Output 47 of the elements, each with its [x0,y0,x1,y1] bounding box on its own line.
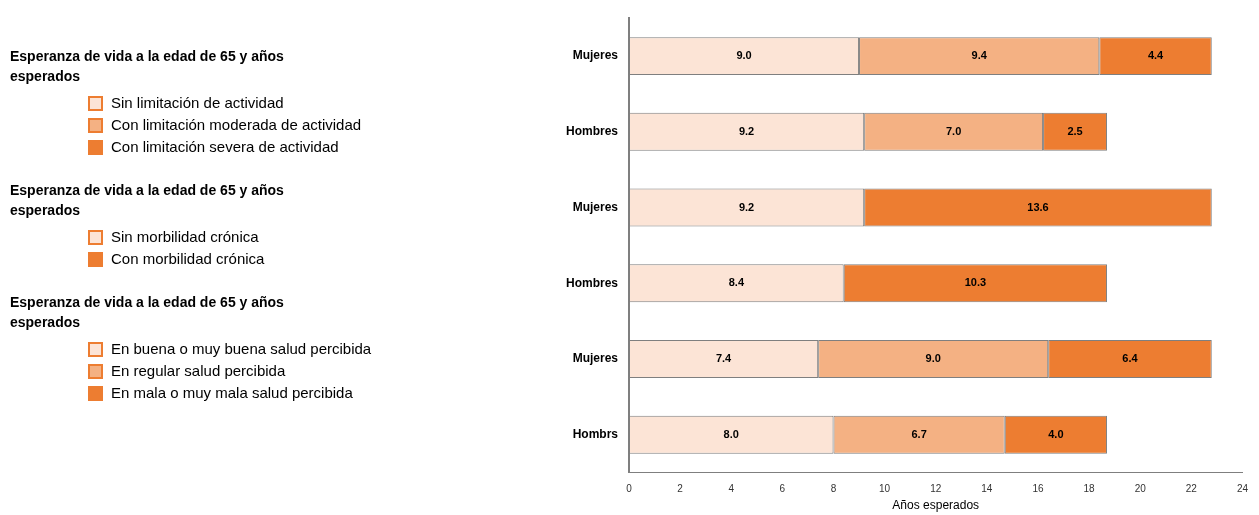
x-tick-label: 0 [626,483,633,495]
data-label: 9.2 [738,200,755,213]
data-label: 4.0 [1048,427,1064,440]
x-tick-label: 24 [1236,483,1249,495]
data-label: 6.4 [1122,352,1139,365]
legend-label: Con limitación moderada de actividad [111,115,362,135]
y-tick-label: Mujeres [572,199,619,214]
x-tick-label: 16 [1032,483,1044,495]
y-tick-label: Hombres [566,275,619,290]
data-label: 13.6 [1027,200,1049,213]
data-label: 9.0 [736,49,752,62]
x-tick-label: 4 [728,483,735,495]
data-label: 10.3 [964,276,987,289]
data-label: 9.4 [971,49,988,62]
x-tick-label: 18 [1083,483,1096,495]
x-tick-label: 10 [879,483,891,495]
data-label: 7.0 [945,124,962,137]
text: Esperanza de vida a la edad de 65 y años esperados [10,181,285,220]
data-label: 7.4 [715,352,733,365]
data-label: 2.5 [1067,124,1083,137]
x-tick-label: 14 [981,483,993,495]
x-axis-title: Años esperados [892,498,980,513]
text: Esperanza de vida a la edad de 65 y años esperados [10,47,285,86]
text: Esperanza de vida a la edad de 65 y años esperados [10,293,285,332]
legend-label: En buena o muy buena salud percibida [111,339,372,359]
data-label: 6.7 [911,427,927,440]
y-tick-label: Hombrs [572,427,619,442]
legend-label: En regular salud percibida [111,361,286,381]
y-tick-label: Mujeres [572,48,619,63]
x-tick-label: 2 [677,483,684,495]
data-label: 8.0 [723,427,739,440]
legend-label: Con limitación severa de actividad [111,137,339,157]
x-tick-label: 8 [830,483,837,495]
legend-label: Sin limitación de actividad [111,93,284,113]
legend-label: Con morbilidad crónica [111,249,265,269]
legend-label: En mala o muy mala salud percibida [111,383,353,403]
y-tick-label: Hombres [566,124,619,139]
x-tick-label: 6 [779,483,786,495]
y-tick-label: Mujeres [572,351,619,366]
x-tick-label: 20 [1134,483,1147,495]
x-tick-label: 12 [930,483,942,495]
data-label: 9.2 [738,124,755,137]
data-label: 9.0 [925,352,941,365]
data-label: 8.4 [728,276,745,289]
legend-label: Sin morbilidad crónica [111,227,259,247]
x-tick-label: 22 [1185,483,1198,495]
data-label: 4.4 [1147,49,1165,62]
